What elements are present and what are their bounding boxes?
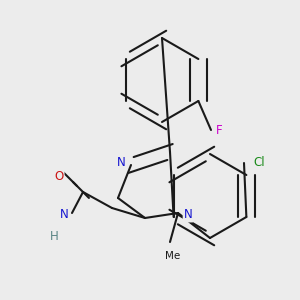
Text: F: F xyxy=(216,124,222,136)
Text: O: O xyxy=(54,169,64,182)
Text: Cl: Cl xyxy=(253,157,265,169)
Text: Me: Me xyxy=(165,251,181,261)
Text: N: N xyxy=(117,155,125,169)
Text: N: N xyxy=(60,208,68,221)
Text: H: H xyxy=(50,230,58,244)
Text: N: N xyxy=(184,208,192,221)
